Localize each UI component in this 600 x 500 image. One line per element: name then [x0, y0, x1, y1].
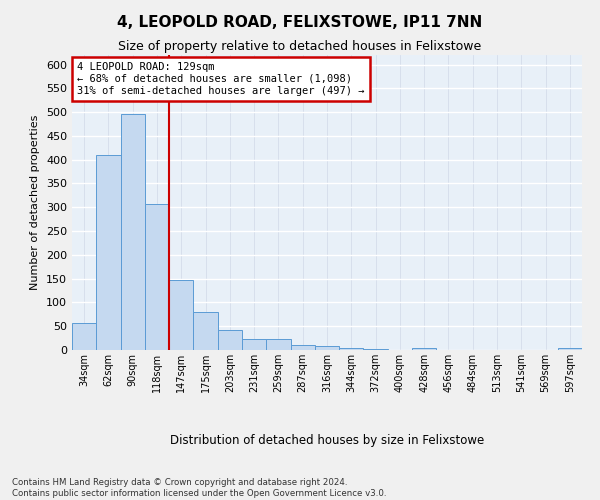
Bar [72, 323, 96, 350]
Text: Contains HM Land Registry data © Crown copyright and database right 2024.
Contai: Contains HM Land Registry data © Crown c… [12, 478, 386, 498]
Bar [193, 312, 218, 350]
Bar [266, 338, 290, 350]
Bar [121, 114, 145, 350]
Y-axis label: Number of detached properties: Number of detached properties [31, 115, 40, 290]
Bar [315, 346, 339, 350]
Text: 4 LEOPOLD ROAD: 129sqm
← 68% of detached houses are smaller (1,098)
31% of semi-: 4 LEOPOLD ROAD: 129sqm ← 68% of detached… [77, 62, 365, 96]
Text: Size of property relative to detached houses in Felixstowe: Size of property relative to detached ho… [118, 40, 482, 53]
Bar [558, 348, 582, 350]
Bar [169, 280, 193, 350]
Bar [290, 345, 315, 350]
X-axis label: Distribution of detached houses by size in Felixstowe: Distribution of detached houses by size … [170, 434, 484, 447]
Bar [412, 348, 436, 350]
Bar [96, 155, 121, 350]
Bar [145, 204, 169, 350]
Bar [364, 348, 388, 350]
Bar [218, 330, 242, 350]
Bar [242, 338, 266, 350]
Bar [339, 348, 364, 350]
Text: 4, LEOPOLD ROAD, FELIXSTOWE, IP11 7NN: 4, LEOPOLD ROAD, FELIXSTOWE, IP11 7NN [118, 15, 482, 30]
